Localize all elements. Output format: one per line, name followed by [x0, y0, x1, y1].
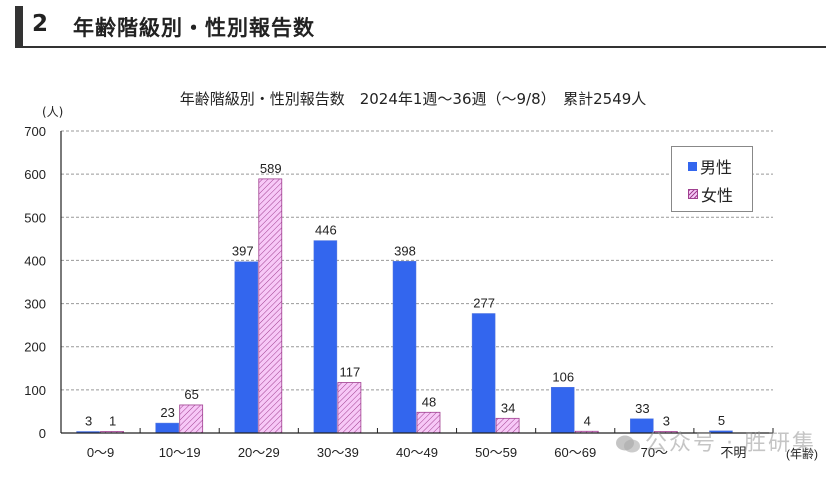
section-accent-bar — [15, 6, 23, 46]
chart-title-text: 年齢階級別・性別報告数 2024年1週～36週（～9/8） 累計2549人 — [179, 90, 647, 108]
bar-value-label: 277 — [473, 295, 495, 310]
x-tick-label: 50～59 — [475, 445, 517, 460]
legend: 男性 女性 — [671, 146, 753, 212]
x-tick-label: 20～29 — [238, 445, 280, 460]
bar-male — [313, 240, 338, 434]
y-axis-ticks: 0 100 200 300 400 500 600 700 — [24, 124, 46, 441]
x-axis-labels: 0～9 10～19 20～29 30～39 40～49 50～59 60～69 70～ 不明 (年… — [87, 445, 818, 461]
bar-value-label: 65 — [184, 387, 198, 402]
x-tick-label: 60～69 — [554, 445, 596, 460]
bar-value-label: 5 — [718, 413, 725, 428]
axes — [60, 131, 774, 434]
x-tick-label: 0～9 — [87, 445, 114, 460]
x-tick-label: 40～49 — [396, 445, 438, 460]
bar-male — [471, 313, 496, 434]
bar-value-label: 1 — [109, 414, 116, 429]
bar-male — [234, 261, 259, 434]
bar-value-label: 397 — [232, 244, 254, 259]
y-tick-label: 600 — [24, 167, 46, 182]
y-tick-label: 100 — [24, 383, 46, 398]
y-tick-label: 300 — [24, 297, 46, 312]
y-tick-label: 400 — [24, 253, 46, 268]
bar-value-label: 48 — [422, 394, 436, 409]
section-header: 2 年齢階級別・性別報告数 — [15, 6, 826, 48]
bar-value-label: 23 — [160, 405, 174, 420]
bar-value-label: 33 — [635, 401, 649, 416]
bar-value-label: 34 — [501, 400, 515, 415]
section-number: 2 — [32, 11, 49, 37]
watermark: 公众号 · 胜研集 — [615, 425, 816, 457]
bar-male — [155, 422, 179, 434]
legend-label-female: 女性 — [701, 186, 734, 205]
bar-value-label: 117 — [340, 365, 361, 380]
y-tick-label: 700 — [24, 124, 46, 139]
watermark-text: 公众号 · 胜研集 — [645, 431, 816, 456]
female-swatch-icon — [688, 189, 698, 199]
x-axis-label: (年齢) — [786, 446, 818, 461]
grid-lines — [61, 130, 773, 391]
bar-value-label: 589 — [260, 161, 282, 176]
x-tick-label: 10～19 — [159, 445, 201, 460]
bar-female — [337, 382, 362, 434]
x-tick-label: 70～ — [641, 445, 668, 460]
bar-male — [550, 387, 575, 434]
legend-item-female: 女性 — [688, 183, 733, 205]
bar-female — [258, 178, 283, 434]
y-tick-label: 0 — [39, 426, 46, 441]
section-divider — [15, 46, 826, 48]
y-axis-unit-label: (人) — [42, 105, 64, 119]
bar-value-label: 3 — [663, 414, 670, 429]
x-tick-label: 不明 — [720, 445, 746, 460]
bar-male — [392, 261, 417, 434]
male-swatch-icon — [688, 161, 697, 171]
bar-value-label: 106 — [552, 369, 574, 384]
chart-title: 年齢階級別・性別報告数 2024年1週～36週（～9/8） 累計2549人 — [0, 88, 826, 109]
y-tick-label: 200 — [24, 340, 46, 355]
wechat-icon — [616, 435, 640, 453]
legend-label-male: 男性 — [700, 158, 733, 177]
y-tick-label: 500 — [24, 210, 46, 225]
bar-value-label: 446 — [315, 223, 337, 238]
bar-value-label: 3 — [85, 414, 92, 429]
section-title: 年齢階級別・性別報告数 — [73, 16, 315, 40]
bar-female — [495, 417, 520, 434]
legend-item-male: 男性 — [688, 155, 732, 177]
bar-female — [179, 404, 204, 434]
x-tick-label: 30～39 — [317, 445, 359, 460]
bar-value-label: 4 — [584, 413, 591, 428]
bar-value-label: 398 — [394, 243, 416, 258]
bar-female — [416, 411, 441, 434]
